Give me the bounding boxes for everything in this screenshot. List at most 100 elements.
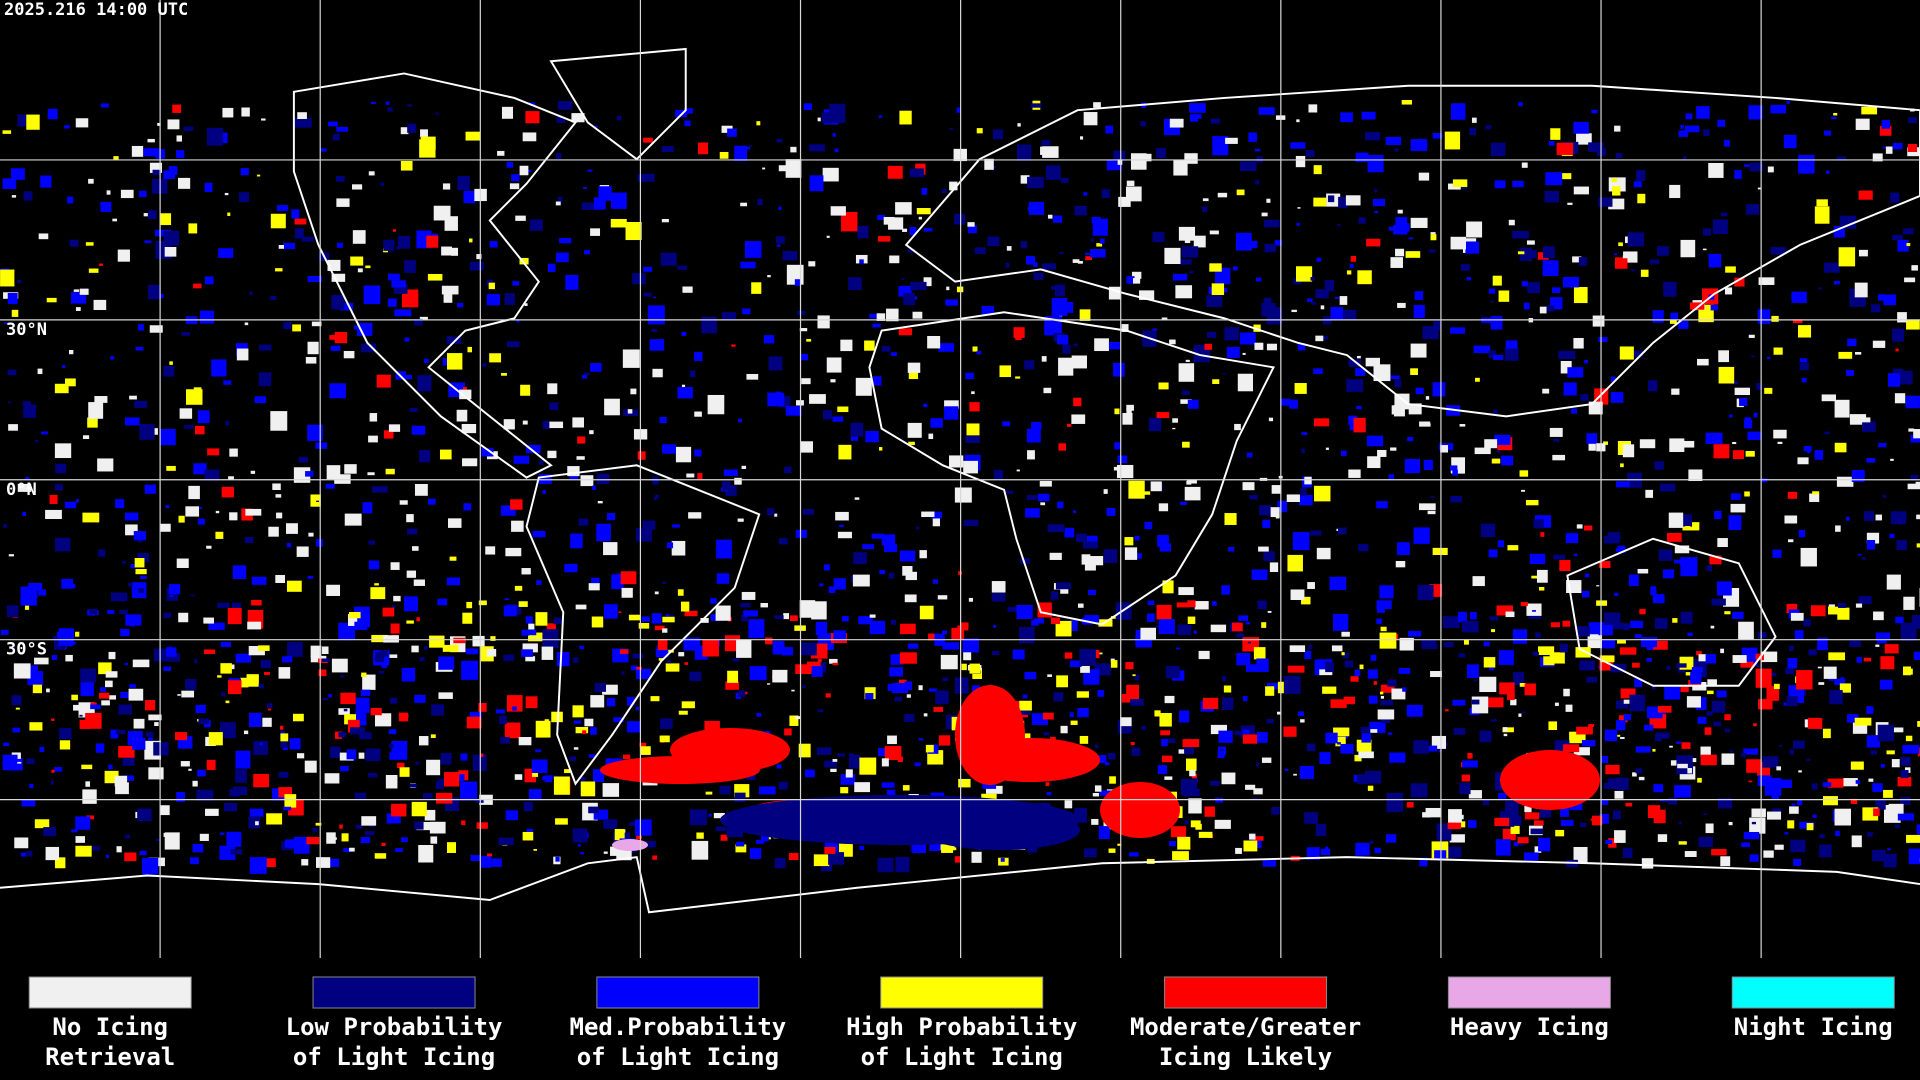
icing-speckle — [185, 506, 200, 517]
icing-speckle — [1708, 253, 1722, 268]
icing-speckle — [1688, 469, 1703, 482]
icing-speckle — [1591, 815, 1603, 826]
icing-speckle — [904, 714, 915, 723]
icing-speckle — [491, 858, 502, 867]
icing-speckle — [414, 694, 426, 703]
icing-speckle — [1565, 533, 1579, 543]
icing-speckle — [223, 803, 238, 812]
icing-speckle — [1508, 219, 1515, 226]
icing-speckle — [1713, 721, 1722, 727]
icing-speckle — [529, 219, 543, 231]
icing-speckle — [575, 726, 589, 734]
icing-speckle — [1068, 620, 1078, 632]
icing-speckle — [203, 649, 216, 654]
icing-speckle — [689, 370, 696, 377]
icing-speckle — [1065, 527, 1075, 538]
icing-speckle — [1080, 665, 1090, 673]
icing-speckle — [817, 658, 822, 664]
icing-speckle — [1553, 438, 1560, 442]
icing-speckle — [1913, 428, 1920, 439]
legend-label: Low Probability — [286, 1013, 503, 1041]
icing-speckle — [1717, 797, 1733, 809]
icing-speckle — [163, 230, 180, 246]
icing-speckle — [448, 518, 462, 528]
icing-speckle — [720, 834, 728, 841]
icing-speckle — [1325, 732, 1338, 744]
icing-speckle — [946, 286, 950, 291]
icing-speckle — [1315, 289, 1329, 299]
icing-speckle — [1620, 688, 1636, 699]
icing-speckle — [1903, 596, 1915, 610]
icing-speckle — [1662, 799, 1669, 803]
icing-speckle — [1425, 745, 1438, 752]
icing-speckle — [166, 647, 177, 657]
icing-speckle — [486, 294, 501, 306]
icing-speckle — [1526, 240, 1535, 245]
icing-speckle — [757, 198, 763, 206]
icing-speckle — [1808, 649, 1817, 656]
icing-speckle — [473, 264, 481, 268]
icing-speckle — [1090, 248, 1106, 258]
icing-speckle — [1836, 476, 1854, 487]
icing-speckle — [1296, 119, 1300, 123]
icing-speckle — [298, 456, 308, 463]
icing-speckle — [11, 646, 16, 650]
icing-speckle — [1492, 275, 1502, 286]
icing-speckle — [1504, 347, 1519, 361]
icing-speckle — [1467, 664, 1479, 679]
icing-speckle — [1536, 569, 1548, 583]
icing-speckle — [1306, 847, 1320, 860]
icing-speckle — [1434, 850, 1447, 859]
icing-speckle — [1685, 672, 1694, 676]
icing-speckle — [399, 500, 408, 505]
icing-speckle — [1744, 491, 1750, 497]
icing-speckle — [1612, 186, 1621, 196]
icing-speckle — [280, 739, 288, 748]
icing-speckle — [824, 760, 837, 768]
icing-speckle — [1916, 543, 1920, 548]
icing-speckle — [1619, 647, 1637, 655]
icing-speckle — [1283, 726, 1297, 737]
icing-speckle — [621, 587, 633, 598]
icing-speckle — [1753, 412, 1758, 418]
icing-speckle — [765, 637, 773, 645]
icing-speckle — [1821, 394, 1836, 402]
icing-speckle — [1583, 525, 1593, 531]
icing-speckle — [865, 693, 874, 700]
icing-speckle — [358, 752, 365, 759]
icing-speckle — [593, 125, 598, 128]
icing-speckle — [1587, 633, 1603, 649]
icing-speckle — [935, 690, 949, 705]
icing-speckle — [1576, 726, 1593, 735]
icing-speckle — [1297, 711, 1304, 717]
icing-speckle — [580, 776, 586, 783]
icing-speckle — [316, 500, 320, 502]
icing-speckle — [1183, 792, 1190, 797]
icing-speckle — [963, 460, 978, 474]
icing-speckle — [1399, 637, 1414, 651]
icing-speckle — [1298, 495, 1313, 506]
icing-speckle — [1210, 118, 1220, 124]
icing-speckle — [14, 837, 29, 849]
icing-speckle — [293, 836, 310, 854]
icing-speckle — [1580, 394, 1589, 401]
icing-speckle — [1789, 806, 1799, 814]
icing-speckle — [457, 774, 465, 782]
icing-speckle — [1863, 657, 1872, 662]
icing-speckle — [389, 654, 398, 658]
icing-speckle — [232, 565, 247, 579]
icing-speckle — [1573, 121, 1589, 134]
icing-speckle — [235, 653, 252, 663]
icing-speckle — [1846, 516, 1850, 521]
icing-speckle — [1622, 444, 1635, 458]
coast-south-america — [525, 464, 761, 786]
icing-speckle — [1410, 343, 1427, 358]
icing-speckle — [1385, 834, 1397, 843]
icing-speckle — [1307, 582, 1315, 589]
icing-speckle — [34, 657, 49, 665]
icing-speckle — [513, 455, 530, 464]
icing-speckle — [1170, 826, 1187, 838]
icing-speckle — [1475, 377, 1480, 382]
icing-speckle — [1353, 417, 1366, 433]
icing-speckle — [1620, 737, 1625, 740]
